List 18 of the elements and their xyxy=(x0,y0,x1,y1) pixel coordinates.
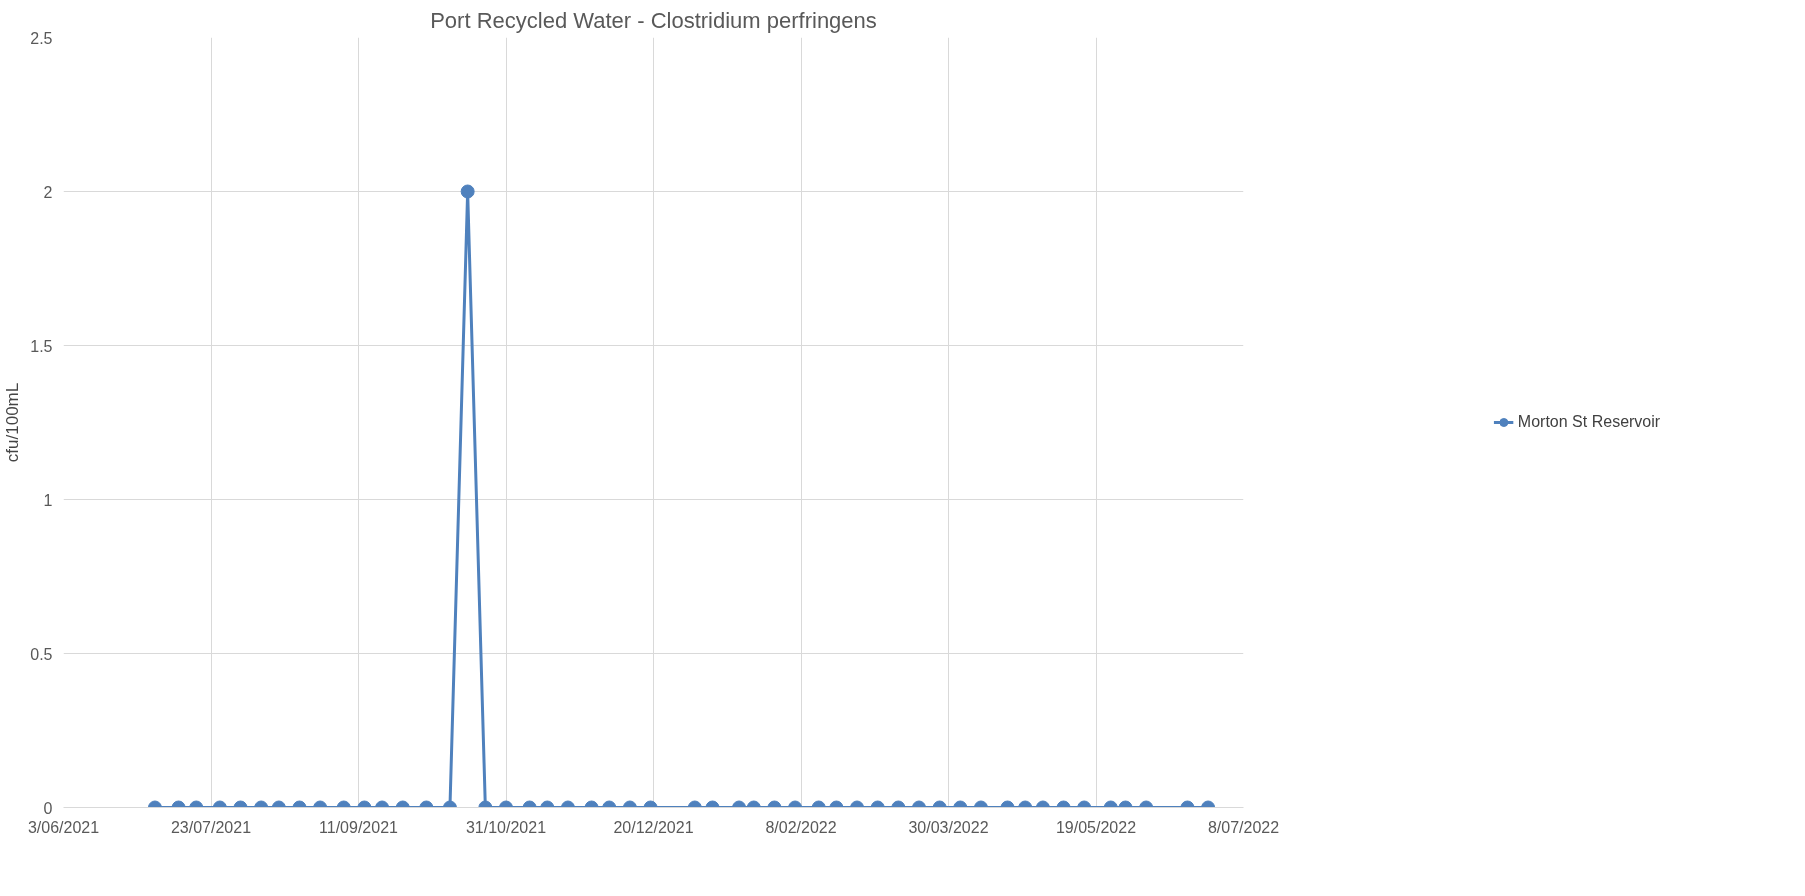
x-tick-label: 30/03/2022 xyxy=(908,818,989,836)
chart-title: Port Recycled Water - Clostridium perfringens xyxy=(430,7,877,33)
y-tick-label: 2.5 xyxy=(30,29,53,47)
x-tick-label: 20/12/2021 xyxy=(613,818,694,836)
x-tick-label: 8/02/2022 xyxy=(765,818,837,836)
x-tick-label: 23/07/2021 xyxy=(170,818,252,836)
y-tick-label: 0.5 xyxy=(30,645,53,663)
x-tick-label: 19/05/2022 xyxy=(1055,818,1137,836)
x-tick-label: 3/06/2021 xyxy=(27,818,100,836)
x-tick-label: 31/10/2021 xyxy=(465,818,547,836)
y-tick-label: 0 xyxy=(43,799,53,817)
x-tick-label: 8/07/2022 xyxy=(1207,818,1280,836)
y-tick-label: 1 xyxy=(43,491,53,509)
x-tick-label: 11/09/2021 xyxy=(319,818,399,836)
y-tick-label: 2 xyxy=(43,183,53,201)
legend-label: Morton St Reservoir xyxy=(1517,413,1661,431)
y-axis-title: cfu/100mL xyxy=(3,382,23,463)
y-tick-label: 1.5 xyxy=(30,337,53,355)
